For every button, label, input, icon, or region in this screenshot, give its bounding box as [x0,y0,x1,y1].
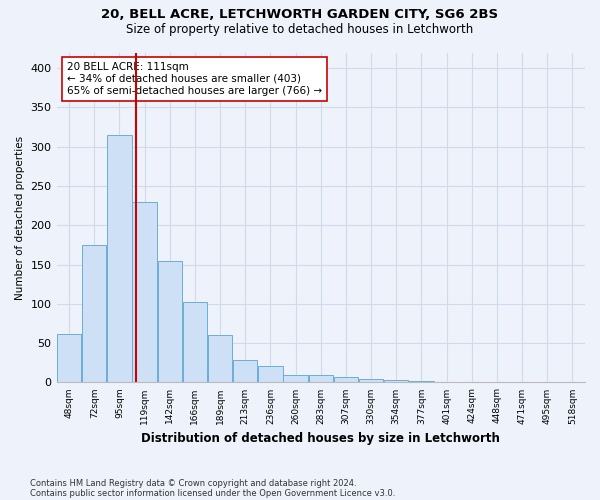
Bar [208,336,232,382]
Bar [107,135,131,382]
Text: 20 BELL ACRE: 111sqm
← 34% of detached houses are smaller (403)
65% of semi-deta: 20 BELL ACRE: 111sqm ← 34% of detached h… [67,62,322,96]
Text: Contains public sector information licensed under the Open Government Licence v3: Contains public sector information licen… [30,488,395,498]
Text: 20, BELL ACRE, LETCHWORTH GARDEN CITY, SG6 2BS: 20, BELL ACRE, LETCHWORTH GARDEN CITY, S… [101,8,499,20]
Text: Size of property relative to detached houses in Letchworth: Size of property relative to detached ho… [127,22,473,36]
Bar [334,377,358,382]
Bar [308,374,333,382]
Text: Contains HM Land Registry data © Crown copyright and database right 2024.: Contains HM Land Registry data © Crown c… [30,478,356,488]
Bar [133,202,157,382]
Y-axis label: Number of detached properties: Number of detached properties [15,136,25,300]
Bar [409,381,434,382]
Bar [359,378,383,382]
Bar [233,360,257,382]
Bar [57,334,82,382]
Bar [82,245,106,382]
Bar [283,376,308,382]
Bar [384,380,409,382]
X-axis label: Distribution of detached houses by size in Letchworth: Distribution of detached houses by size … [142,432,500,445]
Bar [183,302,207,382]
Bar [258,366,283,382]
Bar [158,260,182,382]
